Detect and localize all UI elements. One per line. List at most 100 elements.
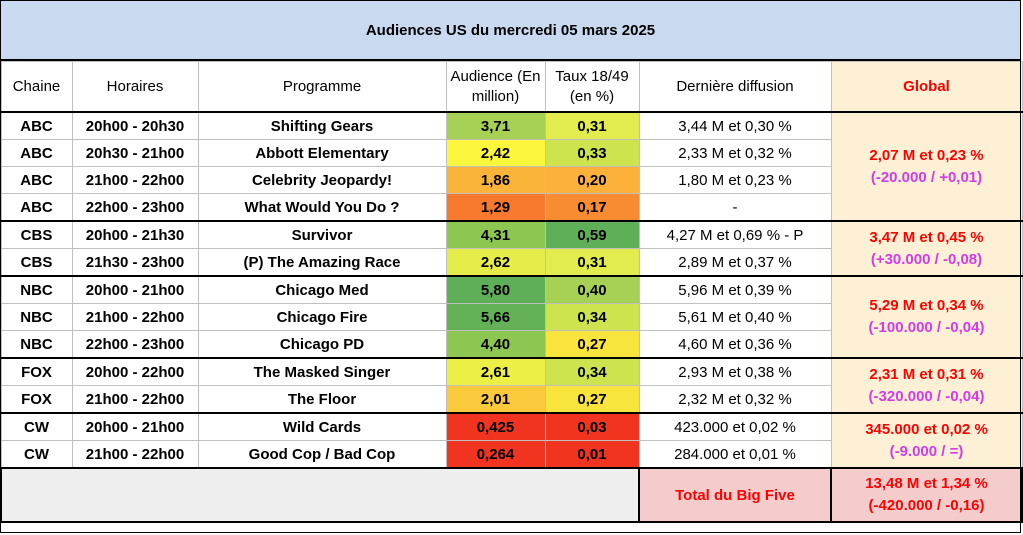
total-delta: (-420.000 / -0,16) — [868, 497, 985, 514]
horaires-cell: 20h00 - 21h30 — [71, 220, 199, 249]
header-audience: Audience (En million) — [445, 61, 546, 113]
taux-cell: 0,34 — [544, 303, 640, 331]
horaires-cell: 21h00 - 22h00 — [71, 385, 199, 414]
derniere-cell: 4,60 M et 0,36 % — [638, 330, 832, 359]
horaires-cell: 21h00 - 22h00 — [71, 166, 199, 194]
horaires-cell: 20h00 - 21h00 — [71, 412, 199, 441]
horaires-cell: 20h00 - 20h30 — [71, 111, 199, 140]
derniere-cell: 284.000 et 0,01 % — [638, 440, 832, 469]
table-row: FOX 20h00 - 22h00 The Masked Singer 2,61 0,3… — [0, 357, 1023, 414]
derniere-cell: 5,61 M et 0,40 % — [638, 303, 832, 331]
audience-cell: 0,264 — [445, 440, 546, 469]
horaires-cell: 22h00 - 23h00 — [71, 330, 199, 359]
header-global: Global — [830, 61, 1023, 113]
taux-cell: 0,01 — [544, 440, 640, 469]
header-derniere: Dernière diffusion — [638, 61, 832, 113]
chaine-cell: ABC — [0, 166, 73, 194]
table-row: CW 20h00 - 21h00 Wild Cards 0,425 0,03 423.00… — [0, 412, 1023, 469]
derniere-cell: 3,44 M et 0,30 % — [638, 111, 832, 140]
global-delta: (-100.000 / -0,04) — [868, 319, 985, 336]
taux-cell: 0,40 — [544, 275, 640, 304]
table-row: CBS 21h30 - 23h00 (P) The Amazing Race 2,62… — [0, 248, 1022, 277]
derniere-cell: 423.000 et 0,02 % — [638, 412, 832, 441]
total-spacer — [0, 467, 640, 523]
total-value-cell: 13,48 M et 1,34 % (-420.000 / -0,16) — [830, 467, 1023, 523]
derniere-cell: 2,89 M et 0,37 % — [638, 248, 832, 277]
table-row: CBS 20h00 - 21h30 Survivor 4,31 0,59 4,27 M e… — [0, 220, 1023, 277]
global-delta: (+30.000 / -0,08) — [870, 250, 983, 268]
taux-cell: 0,03 — [544, 412, 640, 441]
chaine-cell: NBC — [0, 330, 73, 359]
taux-cell: 0,17 — [544, 193, 640, 222]
programme-cell: Celebrity Jeopardy! — [197, 166, 447, 194]
horaires-cell: 20h00 - 22h00 — [71, 357, 199, 386]
derniere-cell: 2,33 M et 0,32 % — [638, 139, 832, 167]
horaires-cell: 20h00 - 21h00 — [71, 275, 199, 304]
audience-table: Chaine Horaires Programme Audience (En m… — [0, 61, 1023, 523]
audience-cell: 2,61 — [445, 357, 546, 386]
audience-cell: 0,425 — [445, 412, 546, 441]
chaine-cell: FOX — [0, 357, 73, 386]
programme-cell: Good Cop / Bad Cop — [197, 440, 447, 469]
programme-cell: Chicago Med — [197, 275, 447, 304]
horaires-cell: 21h30 - 23h00 — [71, 248, 199, 277]
derniere-cell: 1,80 M et 0,23 % — [638, 166, 832, 194]
derniere-cell: 5,96 M et 0,39 % — [638, 275, 832, 304]
chaine-cell: ABC — [0, 111, 73, 140]
taux-cell: 0,33 — [544, 139, 640, 167]
global-delta: (-320.000 / -0,04) — [868, 387, 985, 405]
global-main: 2,31 M et 0,31 % — [869, 365, 984, 383]
header-row: Chaine Horaires Programme Audience (En m… — [0, 61, 1023, 113]
global-main: 2,07 M et 0,23 % — [869, 146, 984, 164]
audience-cell: 2,01 — [445, 385, 546, 414]
global-cell: 2,07 M et 0,23 % (-20.000 / +0,01) — [830, 111, 1023, 222]
chaine-cell: CBS — [0, 248, 73, 277]
table-row: NBC 22h00 - 23h00 Chicago PD 4,40 0,27 4,60 M… — [0, 330, 1022, 359]
chaine-cell: NBC — [0, 303, 73, 331]
programme-cell: What Would You Do ? — [197, 193, 447, 222]
header-chaine: Chaine — [0, 61, 73, 113]
global-delta: (-9.000 / =) — [889, 442, 964, 460]
derniere-cell: 2,93 M et 0,38 % — [638, 357, 832, 386]
audience-cell: 1,86 — [445, 166, 546, 194]
chaine-cell: CBS — [0, 220, 73, 249]
taux-cell: 0,27 — [544, 385, 640, 414]
programme-cell: (P) The Amazing Race — [197, 248, 447, 277]
programme-cell: Survivor — [197, 220, 447, 249]
chaine-cell: ABC — [0, 139, 73, 167]
global-cell: 2,31 M et 0,31 % (-320.000 / -0,04) — [830, 357, 1023, 414]
table-row: FOX 21h00 - 22h00 The Floor 2,01 0,27 2,32 M … — [0, 385, 1022, 414]
programme-cell: Abbott Elementary — [197, 139, 447, 167]
audience-cell: 1,29 — [445, 193, 546, 222]
programme-cell: Chicago Fire — [197, 303, 447, 331]
global-delta: (-20.000 / +0,01) — [870, 168, 983, 186]
total-label: Total du Big Five — [638, 467, 832, 523]
header-taux: Taux 18/49 (en %) — [544, 61, 640, 113]
chaine-cell: CW — [0, 412, 73, 441]
taux-cell: 0,34 — [544, 357, 640, 386]
total-row: Total du Big Five 13,48 M et 1,34 % (-420.… — [0, 467, 1023, 523]
audience-cell: 4,31 — [445, 220, 546, 249]
table-body: ABC 20h00 - 20h30 Shifting Gears 3,71 0,31 3,… — [0, 111, 1023, 523]
horaires-cell: 20h30 - 21h00 — [71, 139, 199, 167]
total-main: 13,48 M et 1,34 % — [865, 475, 988, 492]
derniere-cell: 2,32 M et 0,32 % — [638, 385, 832, 414]
audience-cell: 4,40 — [445, 330, 546, 359]
derniere-cell: 4,27 M et 0,69 % - P — [638, 220, 832, 249]
table-row: CW 21h00 - 22h00 Good Cop / Bad Cop 0,264 0,… — [0, 440, 1022, 469]
horaires-cell: 21h00 - 22h00 — [71, 440, 199, 469]
programme-cell: The Floor — [197, 385, 447, 414]
chaine-cell: NBC — [0, 275, 73, 304]
audience-cell: 5,80 — [445, 275, 546, 304]
programme-cell: The Masked Singer — [197, 357, 447, 386]
table-row: NBC 20h00 - 21h00 Chicago Med 5,80 0,40 5,96 … — [0, 275, 1023, 359]
derniere-cell: - — [638, 193, 832, 222]
audience-cell: 2,62 — [445, 248, 546, 277]
header-programme: Programme — [197, 61, 447, 113]
taux-cell: 0,20 — [544, 166, 640, 194]
audience-cell: 3,71 — [445, 111, 546, 140]
chaine-cell: FOX — [0, 385, 73, 414]
audience-cell: 5,66 — [445, 303, 546, 331]
horaires-cell: 21h00 - 22h00 — [71, 303, 199, 331]
